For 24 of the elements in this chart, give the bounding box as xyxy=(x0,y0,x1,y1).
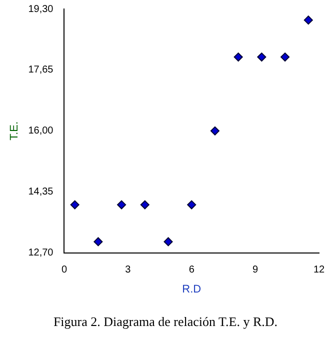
point xyxy=(187,200,196,210)
x-tick-label: 6 xyxy=(188,264,195,276)
point xyxy=(140,200,150,210)
point xyxy=(117,200,126,210)
x-tick-label: 9 xyxy=(252,264,259,276)
x-tick-label: 3 xyxy=(125,264,132,276)
text: Figura 2. Diagrama de relación T.E. y R.D. xyxy=(52,314,279,330)
y-tick-label: 14,35 xyxy=(28,186,54,198)
x-tick-label: 12 xyxy=(313,264,325,276)
x-axis-title: R.D xyxy=(182,283,202,296)
y-tick-label: 16,00 xyxy=(28,126,54,137)
point xyxy=(280,52,290,62)
point xyxy=(257,52,266,62)
x-tick-label: 0 xyxy=(61,264,68,276)
point xyxy=(70,200,80,210)
point xyxy=(304,16,313,25)
point xyxy=(94,237,103,246)
y-axis-title: T.E. xyxy=(8,121,21,140)
point xyxy=(210,126,220,136)
point xyxy=(164,237,173,246)
point xyxy=(234,52,243,62)
y-tick-label: 19,30 xyxy=(28,4,54,15)
y-tick-label: 17,65 xyxy=(28,64,54,76)
y-tick-label: 12,70 xyxy=(28,248,54,259)
